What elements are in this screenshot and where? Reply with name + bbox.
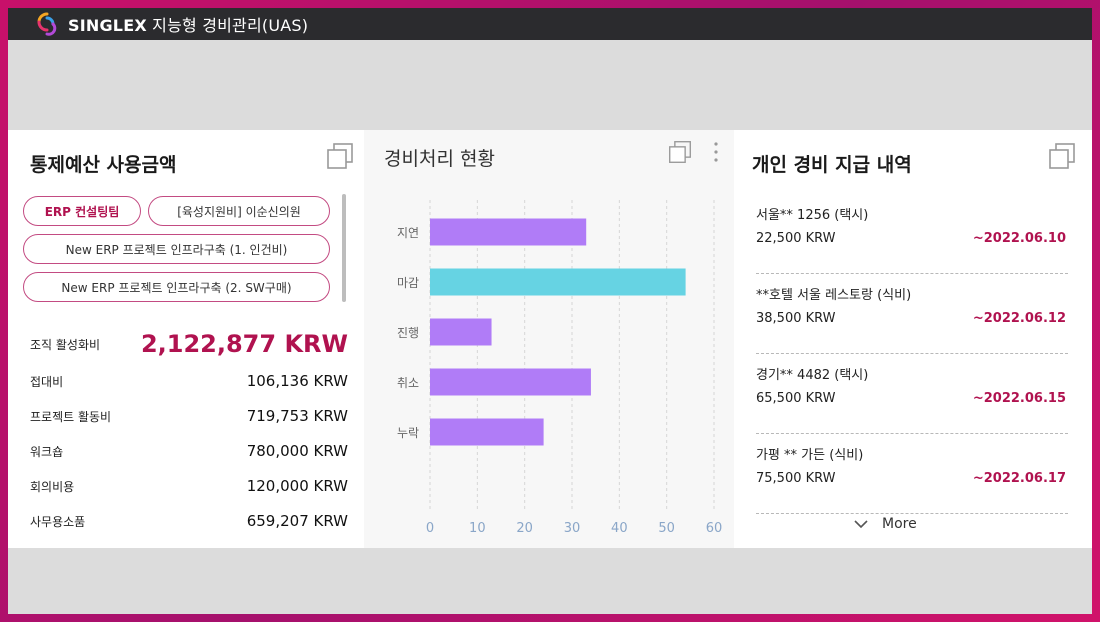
budget-row: 워크숍 780,000 KRW [30,442,348,460]
expense-panel-title: 개인 경비 지급 내역 [752,154,912,176]
title-bar: SINGLEX 지능형 경비관리(UAS) [8,8,1092,40]
chip-label: [육성지원비] 이순신의원 [177,204,301,219]
row-value: 120,000 KRW [246,477,348,495]
copy-icon[interactable] [1048,142,1076,170]
bar-3[interactable] [430,368,591,396]
chip-new-erp-sw[interactable]: New ERP 프로젝트 인프라구축 (2. SW구매) [23,272,330,302]
chip-label: New ERP 프로젝트 인프라구축 (2. SW구매) [61,280,292,295]
category-label: 마감 [397,276,419,290]
chart-panel-title: 경비처리 현황 [384,148,495,170]
expense-name: 서울** 1256 (택시) [756,208,869,223]
expense-amount: 38,500 KRW [756,311,836,326]
more-vertical-icon[interactable] [712,140,720,164]
budget-row: 회의비용 120,000 KRW [30,477,348,495]
row-label: 워크숍 [30,444,64,459]
row-label: 회의비용 [30,479,75,494]
chip-label: ERP 컨설팅팀 [44,204,120,219]
row-value: 2,122,877 KRW [140,330,348,358]
budget-usage-panel: 통제예산 사용금액 ERP 컨설팅팀 [육성지원비] 이순신의원 New ERP… [8,130,364,548]
row-value: 780,000 KRW [246,442,348,460]
bar-1[interactable] [430,268,686,296]
row-label: 사무용소품 [30,514,86,529]
row-value: 659,207 KRW [246,512,348,530]
x-tick-label: 40 [611,521,628,536]
expense-item[interactable]: 서울** 1256 (택시) 22,500 KRW ~2022.06.10 [756,194,1068,274]
chart-tick-labels: 0 10 20 30 40 50 60 [426,521,722,536]
category-label: 누락 [397,426,419,440]
expense-item[interactable]: **호텔 서울 레스토랑 (식비) 38,500 KRW ~2022.06.12 [756,274,1068,354]
category-label: 진행 [397,325,419,340]
budget-row: 접대비 106,136 KRW [30,372,348,390]
expense-date: ~2022.06.15 [972,391,1066,406]
row-value: 106,136 KRW [246,372,348,390]
chip-erp-consulting[interactable]: ERP 컨설팅팀 [23,196,141,226]
dashboard-panels: 통제예산 사용금액 ERP 컨설팅팀 [육성지원비] 이순신의원 New ERP… [8,130,1092,548]
budget-row: 프로젝트 활동비 719,753 KRW [30,407,348,425]
expense-date: ~2022.06.12 [972,311,1066,326]
budget-panel-title: 통제예산 사용금액 [30,154,177,176]
row-label: 조직 활성화비 [30,337,101,352]
chart-bars [430,218,686,446]
personal-expense-panel: 개인 경비 지급 내역 서울** 1256 (택시) 22,500 KRW ~2… [734,130,1092,548]
bar-4[interactable] [430,418,544,446]
more-label: More [882,516,917,532]
expense-name: **호텔 서울 레스토랑 (식비) [756,288,912,303]
copy-icon[interactable] [668,140,692,164]
bar-0[interactable] [430,218,587,246]
app-title: SINGLEX 지능형 경비관리(UAS) [68,16,309,35]
chart-grid [429,200,715,512]
category-label: 취소 [397,376,419,390]
x-tick-label: 10 [469,521,486,536]
row-value: 719,753 KRW [246,407,348,425]
x-tick-label: 60 [706,521,723,536]
x-tick-label: 20 [516,521,533,536]
expense-amount: 65,500 KRW [756,391,836,406]
expense-item[interactable]: 가평 ** 가든 (식비) 75,500 KRW ~2022.06.17 [756,434,1068,514]
expense-date: ~2022.06.10 [972,231,1066,246]
expense-amount: 22,500 KRW [756,231,836,246]
expense-item[interactable]: 경기** 4482 (택시) 65,500 KRW ~2022.06.15 [756,354,1068,434]
expense-amount: 75,500 KRW [756,471,836,486]
app-window: SINGLEX 지능형 경비관리(UAS) 통제예산 사용금액 ERP 컨설팅팀… [8,8,1092,614]
chip-label: New ERP 프로젝트 인프라구축 (1. 인건비) [65,242,288,257]
category-label: 지연 [397,226,419,240]
row-label: 프로젝트 활동비 [30,409,112,424]
row-label: 접대비 [30,374,64,389]
expense-name: 가평 ** 가든 (식비) [756,448,864,463]
expense-name: 경기** 4482 (택시) [756,368,869,383]
x-tick-label: 0 [426,521,434,536]
x-tick-label: 50 [658,521,675,536]
chip-new-erp-labor[interactable]: New ERP 프로젝트 인프라구축 (1. 인건비) [23,234,330,264]
budget-row: 조직 활성화비 2,122,877 KRW [30,330,348,358]
chevron-down-icon [854,519,868,528]
chip-training-support[interactable]: [육성지원비] 이순신의원 [148,196,330,226]
bar-2[interactable] [430,318,492,346]
copy-icon[interactable] [326,142,354,170]
more-button[interactable]: More [854,516,917,532]
singlex-logo-icon [37,12,57,36]
x-tick-label: 30 [564,521,581,536]
expense-date: ~2022.06.17 [972,471,1066,486]
chip-scrollbar[interactable] [342,194,346,302]
budget-row: 사무용소품 659,207 KRW [30,512,348,530]
